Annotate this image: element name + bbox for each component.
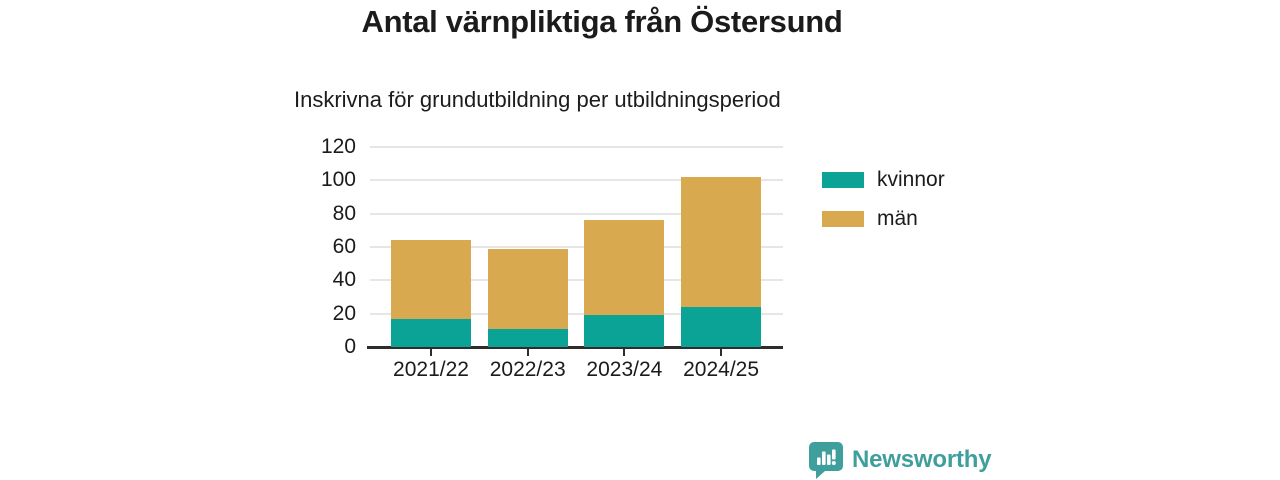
- x-axis-tick-mark: [430, 349, 432, 356]
- gridline: [370, 279, 783, 282]
- x-axis-tick-label: 2024/25: [683, 358, 760, 381]
- bar-segment-män: [681, 177, 762, 307]
- x-axis-tick-label: 2023/24: [586, 358, 663, 381]
- x-axis-line: [367, 345, 783, 349]
- y-axis-tick-label: 120: [320, 135, 356, 158]
- legend-label: män: [877, 207, 918, 230]
- legend: kvinnor män: [822, 168, 945, 246]
- legend-swatch-icon: [822, 172, 864, 188]
- bar-segment-män: [487, 248, 568, 329]
- bar-segment-kvinnor: [487, 328, 568, 347]
- bar-segment-kvinnor: [681, 307, 762, 347]
- x-axis-tick-label: 2022/23: [489, 358, 566, 381]
- x-axis-tick-mark: [720, 349, 723, 356]
- gridline: [370, 246, 783, 248]
- y-axis-tick-label: 40: [332, 268, 356, 292]
- legend-label: kvinnor: [877, 168, 945, 191]
- newsworthy-icon: [809, 442, 843, 479]
- newsworthy-wordmark: Newsworthy: [852, 446, 992, 473]
- chart-title: Antal värnpliktiga från Östersund: [361, 4, 843, 39]
- x-axis-tick-mark: [526, 349, 529, 356]
- chart-subtitle: Inskrivna för grundutbildning per utbild…: [294, 87, 781, 112]
- y-axis-tick-label: 100: [320, 168, 356, 192]
- y-axis-tick-label: 60: [332, 235, 356, 258]
- x-axis-tick-label: 2021/22: [393, 358, 469, 381]
- bar-segment-kvinnor: [391, 318, 471, 347]
- bar-segment-män: [584, 220, 665, 316]
- y-axis-tick-label: 80: [332, 201, 356, 225]
- legend-item: män: [822, 207, 945, 231]
- y-axis-tick-label: 0: [344, 335, 356, 358]
- bar-segment-män: [391, 240, 471, 319]
- gridline: [370, 212, 783, 215]
- newsworthy-logo: Newsworthy: [808, 441, 992, 479]
- gridline: [370, 312, 783, 315]
- bar-segment-kvinnor: [584, 315, 665, 347]
- gridline: [370, 146, 783, 148]
- x-axis-tick-mark: [623, 349, 626, 356]
- y-axis-tick-label: 20: [332, 301, 356, 325]
- gridline: [370, 179, 783, 182]
- legend-item: kvinnor: [822, 168, 945, 192]
- legend-swatch-icon: [822, 211, 864, 227]
- plot-area: 0 20 40 60 80 100 120 2021/22 2022/23 2023/24 2024…: [321, 135, 783, 381]
